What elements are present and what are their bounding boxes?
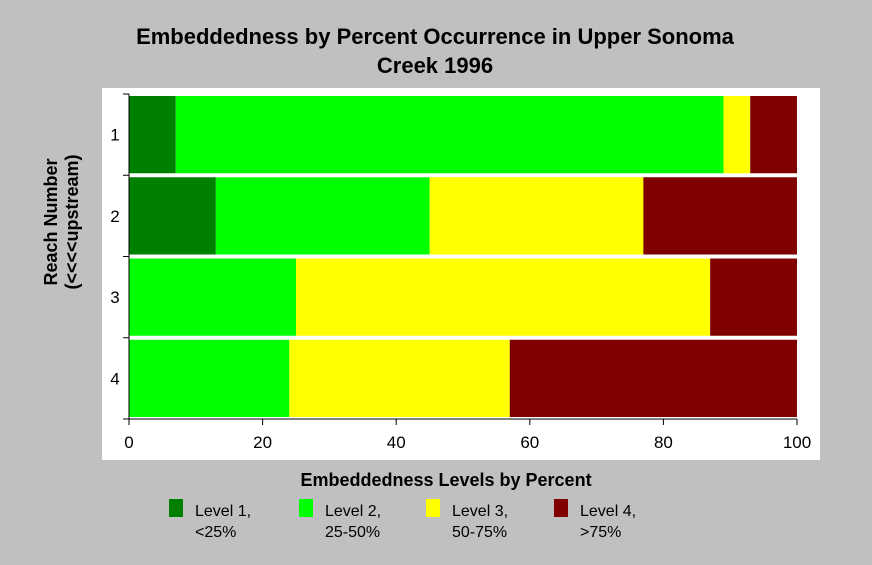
legend-swatch-level-2 <box>299 499 313 517</box>
y-tick-label: 4 <box>110 369 119 388</box>
y-tick-label: 2 <box>110 207 119 226</box>
legend-swatch-level-1 <box>169 499 183 517</box>
bar-reach-2-level-3 <box>429 177 644 255</box>
x-tick-label: 0 <box>124 433 133 452</box>
bar-reach-1-level-2 <box>175 96 724 174</box>
chart-title-line-1: Embeddedness by Percent Occurrence in Up… <box>136 24 735 49</box>
bars-layer <box>129 96 797 417</box>
bar-reach-2-level-1 <box>129 177 216 255</box>
bar-reach-4-level-2 <box>129 339 290 417</box>
legend-label-level-2: Level 2, <box>325 503 381 520</box>
legend-label-level-1: Level 1, <box>195 503 251 520</box>
bar-reach-2-level-4 <box>643 177 797 255</box>
x-tick-label: 20 <box>253 433 272 452</box>
x-tick-label: 100 <box>783 433 811 452</box>
legend-label-level-4: >75% <box>580 524 621 541</box>
bar-reach-1-level-1 <box>129 96 176 174</box>
legend-swatch-level-4 <box>554 499 568 517</box>
x-axis-title: Embeddedness Levels by Percent <box>300 470 591 490</box>
y-axis-title-line-1: Reach Number <box>41 158 61 285</box>
legend-label-level-2: 25-50% <box>325 524 380 541</box>
chart-title: Embeddedness by Percent Occurrence in Up… <box>136 24 735 78</box>
y-axis: 1 2 3 4 <box>110 93 130 420</box>
x-tick-label: 60 <box>520 433 539 452</box>
bar-reach-3-level-3 <box>296 258 711 336</box>
legend-label-level-1: <25% <box>195 524 236 541</box>
x-tick-label: 80 <box>654 433 673 452</box>
bar-reach-4-level-3 <box>289 339 510 417</box>
legend-label-level-3: 50-75% <box>452 524 507 541</box>
legend-label-level-3: Level 3, <box>452 503 508 520</box>
bar-reach-1-level-4 <box>750 96 797 174</box>
legend-swatch-level-3 <box>426 499 440 517</box>
y-axis-title: Reach Number (<<<<upstream) <box>41 154 82 289</box>
y-axis-title-line-2: (<<<<upstream) <box>62 154 82 289</box>
bar-reach-4-level-4 <box>509 339 797 417</box>
x-axis: 0 20 40 60 80 100 <box>124 418 811 452</box>
bar-reach-1-level-3 <box>723 96 751 174</box>
y-tick-label: 3 <box>110 288 119 307</box>
bar-reach-3-level-4 <box>710 258 797 336</box>
chart-title-line-2: Creek 1996 <box>377 53 493 78</box>
legend-label-level-4: Level 4, <box>580 503 636 520</box>
legend: Level 1, <25% Level 2, 25-50% Level 3, 50-75%… <box>169 499 636 541</box>
y-tick-label: 1 <box>110 126 119 145</box>
x-tick-label: 40 <box>387 433 406 452</box>
bar-reach-3-level-2 <box>129 258 296 336</box>
bar-reach-2-level-2 <box>215 177 430 255</box>
